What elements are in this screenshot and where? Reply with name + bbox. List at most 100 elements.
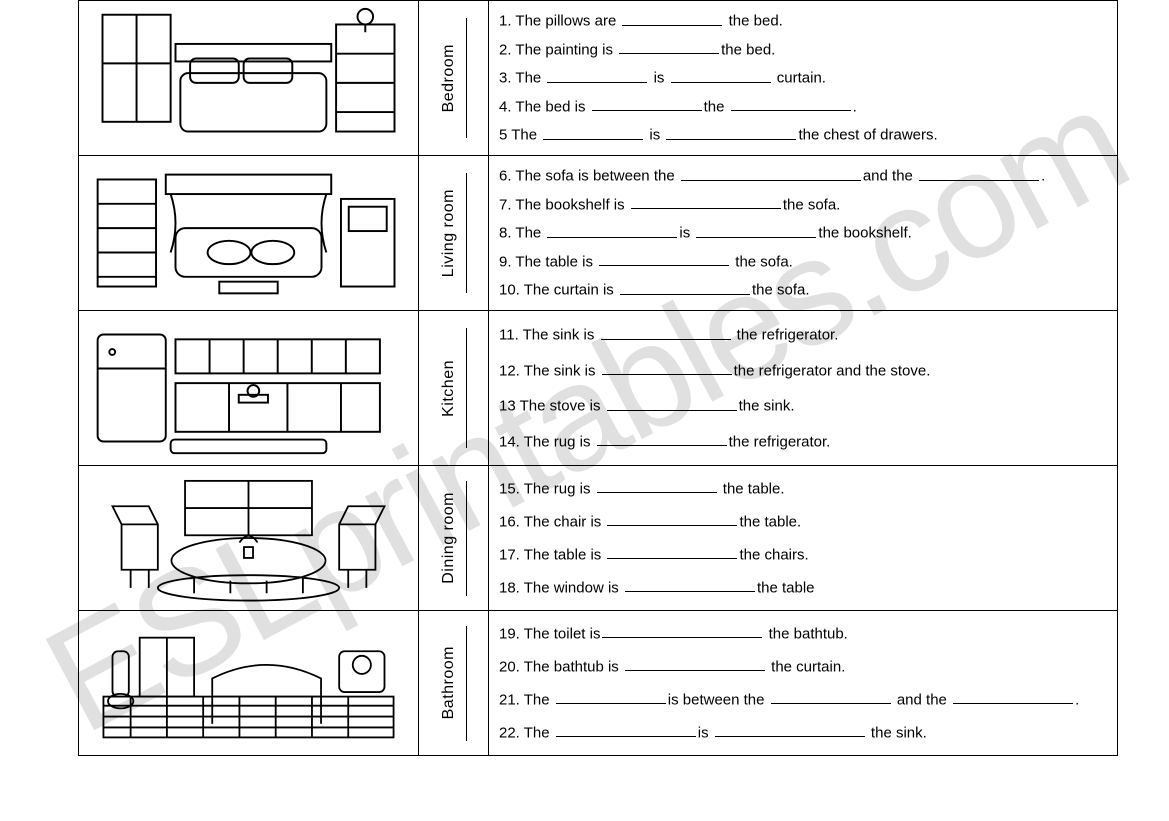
room-illustration <box>79 1 419 155</box>
fill-blank[interactable] <box>715 724 865 738</box>
question-text: the bed. <box>721 41 775 58</box>
question-line: 7. The bookshelf is the sofa. <box>499 196 1107 214</box>
question-text: 12. The sink is <box>499 362 600 379</box>
question-text: 16. The chair is <box>499 513 605 530</box>
fill-blank[interactable] <box>547 69 647 83</box>
room-label: Kitchen <box>440 360 458 417</box>
fill-blank[interactable] <box>543 126 643 140</box>
question-line: 15. The rug is the table. <box>499 480 1107 498</box>
question-line: 16. The chair is the table. <box>499 513 1107 531</box>
question-text: 9. The table is <box>499 253 597 270</box>
room-label-cell: Bathroom <box>419 611 489 755</box>
question-text: the refrigerator. <box>733 327 839 344</box>
fill-blank[interactable] <box>625 658 765 672</box>
fill-blank[interactable] <box>919 167 1039 181</box>
fill-blank[interactable] <box>622 12 722 26</box>
fill-blank[interactable] <box>601 326 731 340</box>
room-label-cell: Kitchen <box>419 311 489 465</box>
question-line: 3. The is curtain. <box>499 69 1107 87</box>
question-text: the table. <box>719 480 785 497</box>
fill-blank[interactable] <box>953 691 1073 705</box>
question-line: 20. The bathtub is the curtain. <box>499 658 1107 676</box>
question-text: 11. The sink is <box>499 327 599 344</box>
question-text: the sink. <box>739 398 795 415</box>
question-line: 17. The table is the chairs. <box>499 546 1107 564</box>
fill-blank[interactable] <box>671 69 771 83</box>
room-label-cell: Bedroom <box>419 1 489 155</box>
question-text: 15. The rug is <box>499 480 595 497</box>
question-text: 7. The bookshelf is <box>499 196 629 213</box>
worksheet-row: Bedroom1. The pillows are the bed.2. The… <box>79 1 1117 156</box>
room-illustration <box>79 156 419 310</box>
question-text: 22. The <box>499 724 554 741</box>
fill-blank[interactable] <box>696 224 816 238</box>
questions-cell: 6. The sofa is between the and the . 7. T… <box>489 156 1117 310</box>
question-text: . <box>1041 168 1045 185</box>
question-text: the chest of drawers. <box>798 127 937 144</box>
question-text: is between the <box>668 691 769 708</box>
fill-blank[interactable] <box>597 433 727 447</box>
question-text: the sofa. <box>752 282 810 299</box>
question-text: 2. The painting is <box>499 41 617 58</box>
question-line: 8. The is the bookshelf. <box>499 224 1107 242</box>
fill-blank[interactable] <box>556 691 666 705</box>
label-divider <box>466 328 467 448</box>
fill-blank[interactable] <box>625 579 755 593</box>
question-line: 11. The sink is the refrigerator. <box>499 326 1107 344</box>
question-line: 14. The rug is the refrigerator. <box>499 433 1107 451</box>
question-text: 6. The sofa is between the <box>499 168 679 185</box>
questions-cell: 1. The pillows are the bed.2. The painti… <box>489 1 1117 155</box>
question-line: 5 The is the chest of drawers. <box>499 126 1107 144</box>
question-line: 21. The is between the and the . <box>499 691 1107 709</box>
fill-blank[interactable] <box>619 41 719 55</box>
question-text: the sofa. <box>783 196 841 213</box>
fill-blank[interactable] <box>631 196 781 210</box>
room-illustration <box>79 466 419 610</box>
fill-blank[interactable] <box>620 281 750 295</box>
fill-blank[interactable] <box>771 691 891 705</box>
label-divider <box>466 481 467 596</box>
question-text: the bathtub. <box>764 625 847 642</box>
question-line: 6. The sofa is between the and the . <box>499 167 1107 185</box>
fill-blank[interactable] <box>602 362 732 376</box>
fill-blank[interactable] <box>607 397 737 411</box>
fill-blank[interactable] <box>607 513 737 527</box>
fill-blank[interactable] <box>599 253 729 267</box>
question-line: 4. The bed is the . <box>499 98 1107 116</box>
room-label: Dining room <box>440 492 458 584</box>
fill-blank[interactable] <box>666 126 796 140</box>
question-text: 18. The window is <box>499 579 623 596</box>
question-text: 13 The stove is <box>499 398 605 415</box>
room-label-cell: Dining room <box>419 466 489 610</box>
question-text: is <box>679 225 694 242</box>
question-line: 2. The painting is the bed. <box>499 41 1107 59</box>
fill-blank[interactable] <box>556 724 696 738</box>
question-text: 17. The table is <box>499 546 605 563</box>
question-text: and the <box>863 168 917 185</box>
fill-blank[interactable] <box>607 546 737 560</box>
question-text: the bed. <box>724 13 782 30</box>
question-text: 3. The <box>499 70 545 87</box>
label-divider <box>466 626 467 741</box>
worksheet-row: Dining room15. The rug is the table.16. … <box>79 466 1117 611</box>
questions-cell: 11. The sink is the refrigerator. 12. The… <box>489 311 1117 465</box>
question-text: 8. The <box>499 225 545 242</box>
fill-blank[interactable] <box>592 98 702 112</box>
worksheet-row: Bathroom 19. The toilet is the bathtub. 20… <box>79 611 1117 756</box>
room-label-cell: Living room <box>419 156 489 310</box>
question-text: 20. The bathtub is <box>499 658 623 675</box>
question-line: 22. The is the sink. <box>499 724 1107 742</box>
question-line: 19. The toilet is the bathtub. <box>499 625 1107 643</box>
question-text: is <box>645 127 664 144</box>
question-text: the table. <box>739 513 801 530</box>
question-text: is <box>698 724 713 741</box>
fill-blank[interactable] <box>602 625 762 639</box>
fill-blank[interactable] <box>681 167 861 181</box>
fill-blank[interactable] <box>731 98 851 112</box>
fill-blank[interactable] <box>547 224 677 238</box>
questions-cell: 19. The toilet is the bathtub. 20. The ba… <box>489 611 1117 755</box>
question-line: 10. The curtain is the sofa. <box>499 281 1107 299</box>
question-text: 1. The pillows are <box>499 13 620 30</box>
question-text: 14. The rug is <box>499 433 595 450</box>
fill-blank[interactable] <box>597 480 717 494</box>
